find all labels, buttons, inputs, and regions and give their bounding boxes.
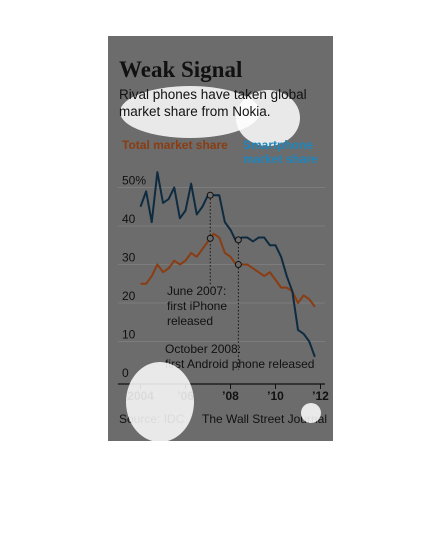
y-tick-label: 30 <box>122 251 136 265</box>
annotation-text: released <box>167 314 213 328</box>
annotation-marker <box>206 234 214 242</box>
annotation-text: June 2007: <box>167 284 226 298</box>
legend-label: Total market share <box>122 138 228 152</box>
glare <box>126 362 194 442</box>
series-line <box>140 232 316 308</box>
x-tick-label: ’12 <box>312 389 329 403</box>
series-line <box>139 171 316 358</box>
glare <box>120 86 260 138</box>
y-tick-label: 20 <box>122 289 136 303</box>
chart-title: Weak Signal <box>119 57 243 82</box>
y-tick-label: 50% <box>122 174 146 188</box>
annotation-text: first iPhone <box>167 299 227 313</box>
y-tick-label: 0 <box>122 366 129 380</box>
y-tick-label: 40 <box>122 212 136 226</box>
annotation-marker <box>234 261 242 268</box>
credit: The Wall Street Journal <box>202 412 327 426</box>
x-tick-label: ’08 <box>222 389 239 403</box>
x-tick-label: ’10 <box>267 389 284 403</box>
annotation-marker <box>234 236 242 244</box>
y-tick-label: 10 <box>122 328 136 342</box>
annotation-marker <box>206 191 214 199</box>
legend-label: Smartphone market share <box>243 138 318 166</box>
glare <box>236 90 300 146</box>
chart-subtitle: Rival phones have taken global market sh… <box>119 87 307 119</box>
annotation-text: first Android phone released <box>165 357 314 371</box>
annotation-text: October 2008: <box>165 342 241 356</box>
glare <box>301 403 321 423</box>
